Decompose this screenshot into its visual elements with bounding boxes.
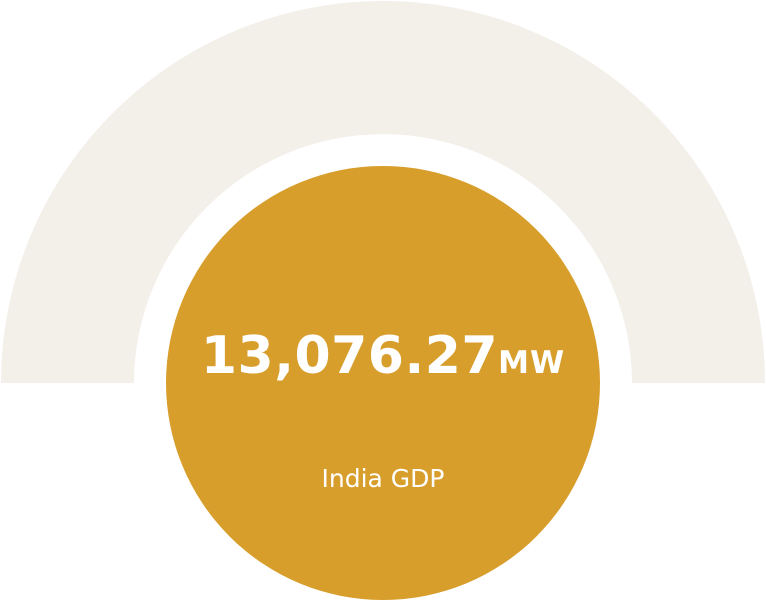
stat-value: 13,076.27MW xyxy=(166,330,600,382)
stat-disc xyxy=(166,166,600,600)
stat-number: 13,076.27 xyxy=(200,326,499,386)
stat-label: India GDP xyxy=(321,464,445,493)
stat-unit: MW xyxy=(498,345,566,381)
